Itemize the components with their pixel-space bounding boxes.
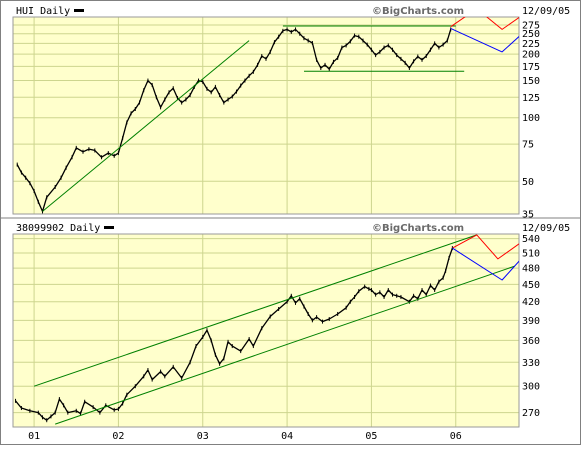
x-tick-label: 06: [450, 431, 462, 442]
y-tick-label: 50: [522, 177, 534, 188]
watermark: ©BigCharts.com: [372, 223, 464, 234]
y-tick-label: 275: [522, 20, 540, 31]
plot-area: [13, 234, 519, 427]
projection-blue: [452, 247, 519, 281]
y-tick-label: 360: [522, 336, 540, 347]
y-tick-label: 75: [522, 140, 534, 151]
bottom-chart-panel: 270 300 330 360 390 420 450 480 510 540 01 02 03 04 05…: [2, 221, 579, 442]
panel-header: [2, 221, 579, 234]
date-label: 12/09/05: [522, 6, 570, 17]
x-tick-label: 05: [365, 431, 377, 442]
price-line: [14, 247, 454, 421]
y-tick-label: 510: [522, 248, 540, 259]
trendline: [42, 40, 250, 212]
legend-line-icon: [104, 226, 114, 229]
plot-frame: [12, 16, 520, 215]
y-tick-label: 450: [522, 280, 540, 291]
y-tick-label: 35: [522, 210, 534, 221]
legend-line-icon: [74, 9, 84, 12]
y-tick-label: 420: [522, 297, 540, 308]
y-tick-label: 330: [522, 358, 540, 369]
y-tick-label: 390: [522, 316, 540, 327]
x-tick-label: 03: [197, 431, 209, 442]
y-tick-label: 300: [522, 382, 540, 393]
y-tick-label: 100: [522, 113, 540, 124]
date-label: 12/09/05: [522, 223, 570, 234]
series-group: [16, 17, 519, 214]
chart-title: 38099902 Daily: [16, 223, 100, 234]
y-tick-label: 150: [522, 76, 540, 87]
panel-header: [2, 4, 579, 17]
watermark: ©BigCharts.com: [372, 6, 464, 17]
x-tick-label: 02: [112, 431, 124, 442]
trendline: [55, 265, 515, 425]
y-tick-label: 225: [522, 39, 540, 50]
y-tick-label: 200: [522, 50, 540, 61]
plot-frame: [12, 233, 520, 428]
y-tick-label: 480: [522, 264, 540, 275]
projection-red: [452, 234, 519, 260]
chart-title: HUI Daily: [16, 6, 70, 17]
y-tick-label: 270: [522, 408, 540, 419]
y-tick-label: 250: [522, 29, 540, 40]
trendline: [33, 234, 477, 387]
x-tick-label: 01: [28, 431, 40, 442]
y-tick-label: 125: [522, 93, 540, 104]
y-tick-label: 175: [522, 62, 540, 73]
x-tick-label: 04: [281, 431, 293, 442]
projection-red: [450, 17, 519, 30]
projection-blue: [450, 27, 519, 53]
series-group: [14, 234, 519, 425]
y-tick-label: 540: [522, 234, 540, 245]
